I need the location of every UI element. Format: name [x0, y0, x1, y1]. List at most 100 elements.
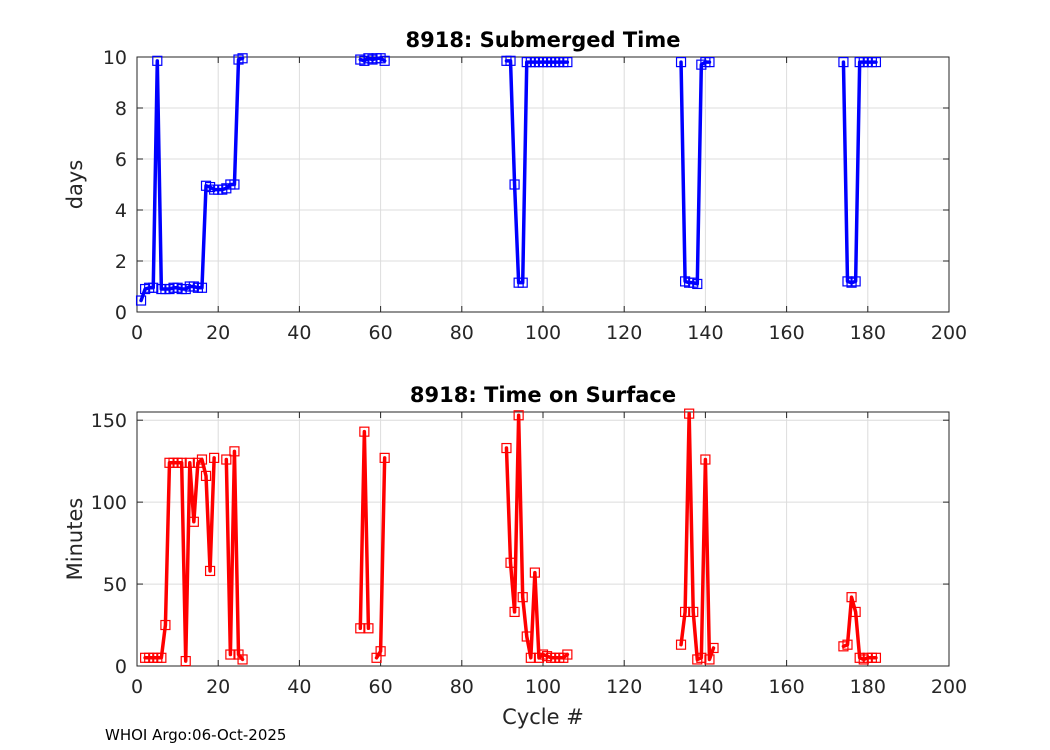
- submerged-data-point: [850, 276, 861, 287]
- submerged-data-point: [148, 282, 159, 293]
- surface-data-point: [684, 408, 695, 419]
- surface-data-point: [359, 426, 370, 437]
- surface-y-tick-label: 100: [91, 492, 127, 514]
- submerged-time-panel: 0 20 40 60 80 100 120 140 160 180 200 0 2 4 6 8 10 8918: …: [63, 28, 967, 344]
- surface-data-point: [708, 642, 719, 654]
- surface-data-point: [870, 652, 882, 663]
- surface-data-point: [513, 410, 524, 421]
- surface-x-tick-label: 80: [450, 676, 474, 698]
- surface-x-tick-label: 60: [369, 676, 393, 698]
- submerged-y-tick-label: 6: [115, 149, 127, 171]
- submerged-data-point: [704, 56, 715, 68]
- surface-data-point: [505, 557, 516, 568]
- surface-x-tick-label: 120: [606, 676, 642, 698]
- surface-series-line: [358, 429, 371, 631]
- surface-data-point: [237, 654, 248, 665]
- surface-data-point: [355, 623, 366, 634]
- submerged-data-point: [838, 56, 849, 68]
- submerged-data-point: [870, 56, 882, 68]
- surface-y-tick-label: 150: [91, 410, 127, 432]
- surface-data-point: [509, 606, 520, 618]
- surface-data-point: [842, 639, 853, 650]
- surface-data-point: [363, 623, 374, 634]
- surface-data-point: [850, 606, 861, 618]
- surface-data-point: [204, 565, 216, 577]
- submerged-x-tick-label: 20: [206, 322, 230, 344]
- surface-data-point: [184, 457, 195, 468]
- surface-data-point: [196, 454, 208, 465]
- submerged-y-tick-label: 10: [103, 47, 127, 69]
- submerged-data-point: [505, 55, 516, 66]
- surface-series-line: [224, 449, 245, 662]
- surface-data-point: [379, 452, 390, 463]
- surface-data-point: [562, 649, 573, 660]
- surface-data-point: [696, 652, 707, 663]
- surface-data-point: [679, 606, 691, 618]
- surface-data-point: [517, 592, 528, 603]
- surface-data-point: [846, 592, 857, 603]
- surface-data-point: [200, 470, 212, 482]
- surface-data-point: [375, 646, 386, 657]
- surface-data-point: [188, 516, 199, 527]
- surface-time-panel: 0 20 40 60 80 100 120 140 160 180 200 0 50 100 150 8918…: [63, 383, 967, 729]
- submerged-x-tick-label: 100: [525, 322, 561, 344]
- surface-data-point: [688, 606, 699, 618]
- submerged-x-tick-label: 160: [768, 322, 804, 344]
- surface-x-tick-label: 180: [850, 676, 886, 698]
- surface-data-point: [501, 442, 512, 454]
- surface-x-tick-label: 20: [206, 676, 230, 698]
- surface-data-point: [529, 567, 540, 578]
- surface-data-point: [180, 655, 191, 667]
- surface-data-point: [209, 452, 220, 463]
- surface-x-tick-label: 140: [687, 676, 723, 698]
- surface-x-tick-label: 100: [525, 676, 561, 698]
- submerged-x-tick-label: 180: [850, 322, 886, 344]
- submerged-x-tick-label: 80: [450, 322, 474, 344]
- footer-credit: WHOI Argo:06-Oct-2025: [105, 726, 286, 744]
- surface-data-point: [156, 652, 167, 663]
- submerged-data-point: [517, 277, 528, 288]
- submerged-chart-title: 8918: Submerged Time: [405, 28, 680, 52]
- surface-data-point: [700, 454, 711, 465]
- surface-data-point: [176, 457, 187, 468]
- submerged-data-point: [692, 278, 703, 290]
- submerged-x-tick-label: 40: [287, 322, 311, 344]
- surface-data-point: [521, 631, 532, 642]
- submerged-y-tick-label: 0: [115, 302, 127, 324]
- surface-data-point: [160, 619, 171, 631]
- surface-y-tick-label: 50: [103, 574, 127, 596]
- surface-data-point: [704, 654, 715, 665]
- submerged-data-point: [229, 179, 240, 190]
- surface-data-point: [225, 649, 236, 660]
- submerged-y-axis-label: days: [63, 160, 87, 210]
- surface-data-point: [525, 652, 536, 663]
- surface-y-axis-label: Minutes: [63, 498, 87, 581]
- submerged-x-tick-label: 140: [687, 322, 723, 344]
- submerged-data-point: [237, 53, 248, 64]
- submerged-y-tick-label: 4: [115, 200, 127, 222]
- submerged-data-point: [196, 282, 208, 293]
- surface-series-line: [504, 413, 570, 660]
- submerged-data-point: [379, 55, 390, 66]
- submerged-x-tick-label: 0: [131, 322, 143, 344]
- surface-y-tick-label: 0: [115, 656, 127, 678]
- submerged-x-tick-label: 60: [369, 322, 393, 344]
- submerged-data-point: [152, 55, 163, 66]
- surface-x-tick-label: 160: [768, 676, 804, 698]
- surface-x-tick-label: 0: [131, 676, 143, 698]
- submerged-data-point: [562, 56, 573, 68]
- submerged-data-point: [675, 56, 687, 68]
- submerged-y-tick-label: 2: [115, 251, 127, 273]
- submerged-data-point: [509, 179, 520, 190]
- submerged-y-tick-label: 8: [115, 98, 127, 120]
- surface-x-axis-label: Cycle #: [502, 705, 584, 729]
- surface-x-tick-label: 200: [931, 676, 967, 698]
- surface-data-point: [229, 446, 240, 457]
- submerged-data-point: [135, 295, 147, 306]
- surface-chart-title: 8918: Time on Surface: [410, 383, 676, 407]
- surface-data-point: [675, 639, 687, 650]
- submerged-series-line: [504, 59, 570, 285]
- surface-data-point: [221, 454, 232, 465]
- submerged-x-tick-label: 200: [931, 322, 967, 344]
